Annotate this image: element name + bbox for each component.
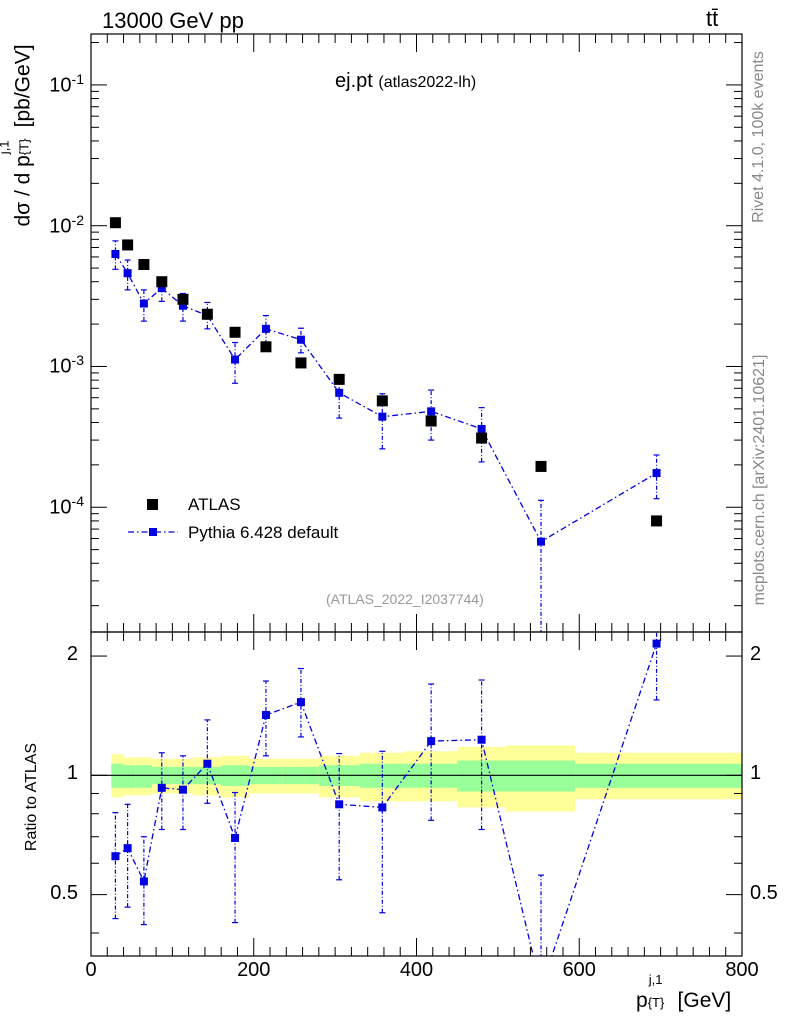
atlas-data-point [229,326,241,338]
x-tick-label: 0 [85,959,97,981]
ratio-point [178,785,187,794]
ratio-point [477,735,486,744]
x-axis-label: p j,1 {T} [GeV] [636,972,732,1012]
mcplots-label: mcplots.cern.ch [arXiv:2401.10621] [751,354,768,606]
ratio-point [335,800,344,809]
ratio-point [427,737,436,746]
atlas-data-point [476,432,488,444]
main-y-axis-label: dσ / d p j,1 {T} [pb/GeV] [0,44,35,227]
ratio-y-tick-label-right: 2 [750,643,762,666]
atlas-data-point [156,276,168,288]
ratio-point [139,877,148,886]
mc-point [178,301,187,310]
x-tick-label: 200 [237,959,271,981]
ratio-point [378,803,387,812]
mc-point [335,388,344,397]
ratio-y-axis-label: Ratio to ATLAS [23,742,40,852]
ratio-band-inner [506,760,576,792]
mc-point [537,537,546,546]
main-panel [109,217,663,632]
axes [90,33,743,957]
analysis-watermark: (ATLAS_2022_I2037744) [326,591,484,607]
legend-entry-atlas: ATLAS [188,495,241,514]
x-tick-label: 600 [562,959,596,981]
ratio-point [261,710,270,719]
mc-point [477,424,486,433]
ratio-point [203,759,212,768]
ratio-y-tick-label-left: 1 [66,762,78,785]
atlas-data-point [201,308,213,320]
ratio-point [157,783,166,792]
atlas-data-point [260,341,272,353]
histogram-tag: (atlas2022-lh) [378,74,477,91]
mc-point [296,335,305,344]
atlas-data-point [651,515,663,527]
main-y-tick-label: 10-3 [49,352,84,379]
mc-point [111,249,120,258]
main-y-tick-label: 10-1 [49,70,84,97]
mc-point [427,407,436,416]
atlas-data-point [535,460,547,472]
atlas-data-point [122,239,134,251]
histogram-title: ej.pt (atlas2022-lh) [335,70,476,93]
mc-point [378,412,387,421]
atlas-data-point [177,293,189,305]
ratio-point [123,844,132,853]
ratio-y-tick-label-left: 0.5 [50,881,78,904]
legend-marker-atlas [147,499,158,510]
atlas-data-point [376,395,388,407]
mc-point [157,284,166,293]
mc-point [139,299,148,308]
x-tick-label: 400 [399,959,434,981]
ratio-band-inner [135,765,153,788]
main-y-tick-label: 10-4 [49,493,84,519]
legend-entry-pythia: Pythia 6.428 default [188,523,339,542]
ratio-y-tick-label-right: 1 [750,762,762,785]
rivet-version-label: Rivet 4.1.0, 100k events [750,51,767,223]
ratio-point [652,639,661,648]
legend-marker-pythia [149,528,157,536]
mc-point [652,469,661,478]
ratio-point [231,833,240,842]
atlas-data-point [333,373,345,385]
ratio-point [111,852,120,861]
histogram-name: ej.pt [335,70,373,92]
x-tick-label: 800 [725,959,759,981]
mc-point [261,324,270,333]
ratio-panel [91,632,742,956]
atlas-data-point [138,259,150,271]
atlas-data-point [109,217,121,229]
mc-point [123,269,132,278]
process-label: tt̄ [706,6,719,31]
collision-label: 13000 GeV pp [102,8,244,33]
ratio-point [296,698,305,707]
ratio-y-tick-label-right: 0.5 [750,881,778,904]
ratio-y-tick-label-left: 2 [66,643,78,666]
ratio-band-inner [123,765,136,788]
mc-point [231,355,240,364]
atlas-data-point [425,415,437,427]
main-y-tick-label: 10-2 [49,211,84,238]
atlas-data-point [295,357,307,369]
